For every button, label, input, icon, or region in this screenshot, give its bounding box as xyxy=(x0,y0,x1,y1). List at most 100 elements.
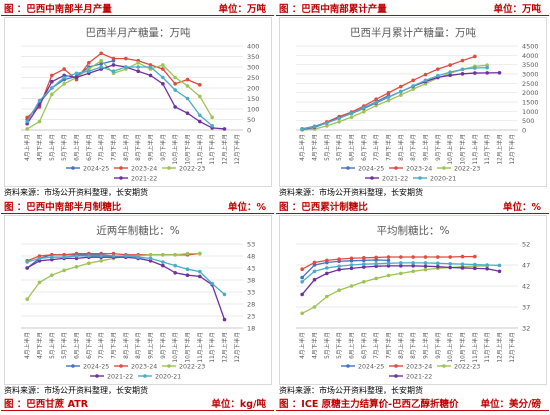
x-tick-label: 6月下半月 xyxy=(360,332,368,359)
data-point xyxy=(337,257,341,261)
data-point xyxy=(473,266,477,271)
data-point xyxy=(485,71,489,75)
chart-area: 巴西半月产糖量：万吨 0 50 100 150 200 250 300 350 400 4月上半月 4… xyxy=(4,17,272,187)
data-point xyxy=(362,258,366,263)
legend-label: 2023-24 xyxy=(131,166,157,173)
x-tick-label: 5月上半月 xyxy=(323,332,331,359)
data-point xyxy=(74,75,79,80)
legend-marker xyxy=(442,364,446,368)
panel-cumulative-sugar-mix: 图 ：巴西累计制糖比 单位：% 平均制糖比：% 32 37 42 47 52 4月上半月 4月… xyxy=(275,198,550,405)
panel-half-month-sugar-mix: 图 ：巴西中南部半月制糖比 单位：% 近两年制糖比：% 18 23 28 33 38 43 4… xyxy=(0,198,275,405)
x-tick-label: 12月下半月 xyxy=(233,332,241,363)
data-point xyxy=(50,79,54,84)
x-tick-label: 5月下半月 xyxy=(335,134,343,161)
data-point xyxy=(148,256,153,261)
data-point xyxy=(99,58,103,63)
legend-marker xyxy=(119,176,123,180)
data-point xyxy=(25,127,29,131)
data-point xyxy=(300,275,304,280)
data-point xyxy=(62,255,66,259)
data-point xyxy=(362,262,366,266)
data-point xyxy=(37,119,42,124)
panel-unit: 单位：万吨 xyxy=(493,4,541,15)
data-point xyxy=(386,95,391,99)
data-point xyxy=(148,65,153,69)
data-point xyxy=(37,256,42,261)
data-point xyxy=(473,254,477,259)
data-point xyxy=(337,116,341,121)
data-point xyxy=(497,263,502,268)
y-tick-label: 3000 xyxy=(522,71,539,79)
data-point xyxy=(423,267,428,272)
data-point xyxy=(325,124,329,128)
data-point xyxy=(362,265,366,269)
data-point xyxy=(411,87,415,91)
x-tick-label: 5月上半月 xyxy=(323,134,331,161)
y-tick-label: 28 xyxy=(247,301,255,309)
x-tick-label: 9月下半月 xyxy=(159,332,167,359)
data-point xyxy=(62,268,66,273)
data-point xyxy=(325,271,329,276)
chart-title: 近两年制糖比：% xyxy=(96,224,179,237)
data-point xyxy=(74,265,79,269)
y-tick-label: 300 xyxy=(247,64,259,72)
panel-title: 图 ：巴西中南部半月制糖比 xyxy=(4,202,122,213)
x-tick-label: 6月下半月 xyxy=(85,332,93,359)
legend-label: 2022-23 xyxy=(179,364,205,371)
x-tick-label: 4月下半月 xyxy=(311,134,319,161)
y-tick-label: 18 xyxy=(247,325,255,333)
data-point xyxy=(337,264,341,269)
data-point xyxy=(62,75,66,80)
y-tick-label: 48 xyxy=(247,253,255,261)
x-tick-label: 12月上半月 xyxy=(221,332,229,363)
data-point xyxy=(210,115,214,120)
x-tick-label: 7月下半月 xyxy=(110,134,118,161)
data-point xyxy=(349,111,354,115)
data-point xyxy=(74,254,79,258)
x-tick-label: 12月上半月 xyxy=(496,332,504,363)
source-note: 资料来源：市场公开资料整理，长安期货 xyxy=(4,188,148,197)
legend-marker xyxy=(442,166,446,170)
data-point xyxy=(411,264,415,268)
data-point xyxy=(173,271,177,275)
data-point xyxy=(436,73,440,78)
data-point xyxy=(374,103,378,108)
x-tick-label: 6月上半月 xyxy=(348,332,356,359)
chart-title: 巴西半月累计产糖量：万吨 xyxy=(350,26,476,39)
data-point xyxy=(25,119,29,124)
x-tick-label: 8月下半月 xyxy=(134,332,142,359)
data-point xyxy=(473,71,477,75)
data-point xyxy=(173,105,177,109)
chart-title: 巴西半月产糖量：万吨 xyxy=(86,26,191,39)
x-tick-label: 11月下半月 xyxy=(483,134,491,165)
x-tick-label: 8月下半月 xyxy=(134,134,142,161)
data-point xyxy=(374,100,378,105)
data-point xyxy=(460,254,465,259)
data-point xyxy=(161,260,165,264)
data-point xyxy=(198,274,202,279)
data-point xyxy=(222,317,227,322)
x-tick-label: 12月下半月 xyxy=(508,134,516,165)
data-point xyxy=(173,263,177,268)
data-point xyxy=(386,98,391,103)
data-point xyxy=(173,75,177,80)
x-tick-label: 8月上半月 xyxy=(397,332,405,359)
data-point xyxy=(386,273,391,278)
chart-area: 平均制糖比：% 32 37 42 47 52 4月上半月 4月下半月 5月上半月 5月下半月 6月上… xyxy=(279,215,547,385)
x-tick-label: 4月下半月 xyxy=(36,134,44,161)
x-tick-label: 10月下半月 xyxy=(184,332,192,363)
data-point xyxy=(349,263,354,267)
data-point xyxy=(185,111,190,115)
legend-label: 2022-23 xyxy=(454,166,480,173)
legend-label: 2020-21 xyxy=(155,374,181,381)
x-tick-label: 4月下半月 xyxy=(311,332,319,359)
data-point xyxy=(173,253,177,257)
legend-label: 2023-24 xyxy=(406,364,432,371)
y-tick-label: 200 xyxy=(247,85,259,93)
data-point xyxy=(87,254,91,258)
y-tick-label: 2000 xyxy=(522,89,539,97)
data-point xyxy=(99,62,103,66)
data-point xyxy=(399,261,403,265)
x-tick-label: 12月上半月 xyxy=(496,134,504,165)
data-point xyxy=(312,269,317,274)
